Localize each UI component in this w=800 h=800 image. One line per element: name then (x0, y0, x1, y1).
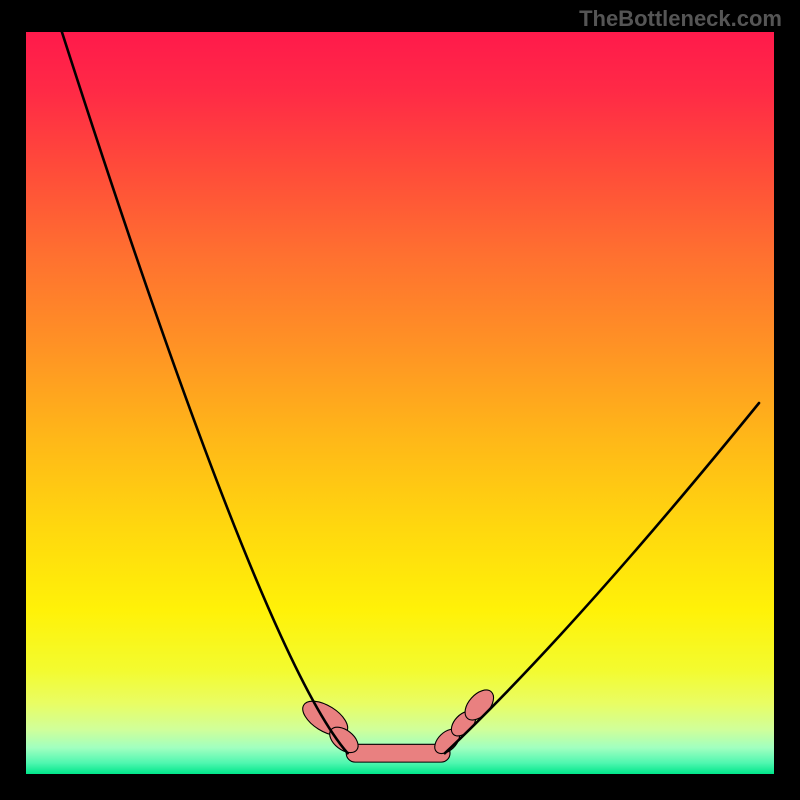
bottleneck-chart-svg (26, 32, 774, 774)
chart-container: TheBottleneck.com (0, 0, 800, 800)
watermark-text: TheBottleneck.com (579, 6, 782, 32)
gradient-background (26, 32, 774, 774)
